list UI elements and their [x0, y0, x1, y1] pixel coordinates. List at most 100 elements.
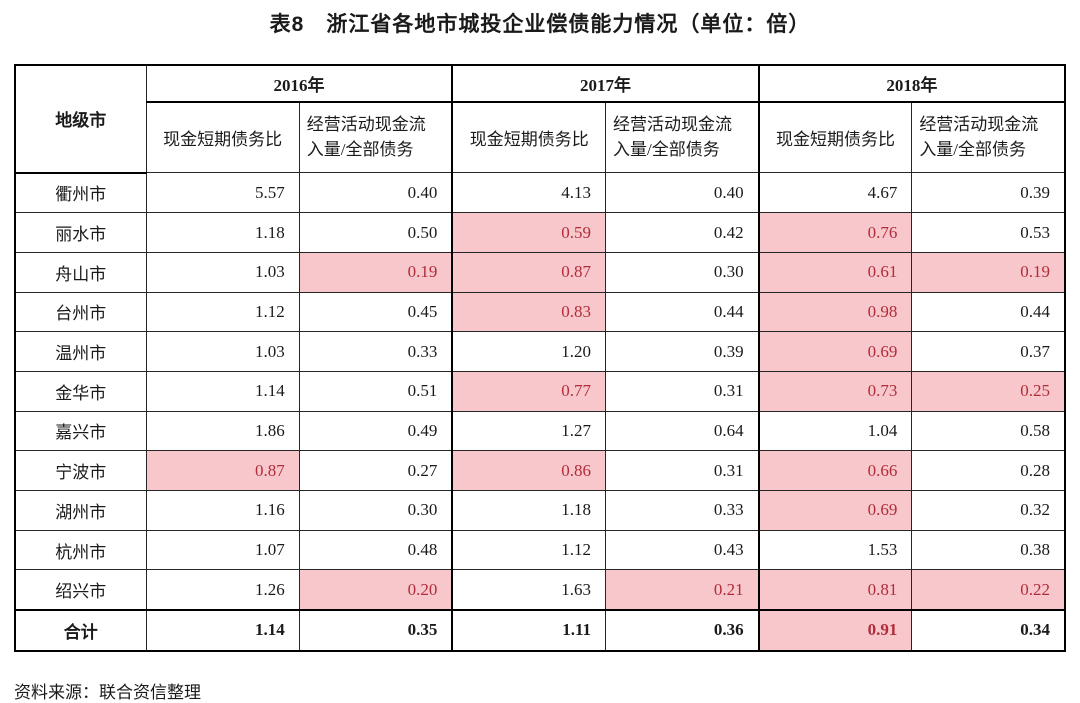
value-cell: 0.28 [911, 450, 1066, 491]
value-cell: 0.73 [757, 370, 913, 412]
sub-header-op-cashflow-2017: 经营活动现金流入量/全部债务 [605, 101, 760, 173]
city-cell: 绍兴市 [14, 569, 147, 611]
year-header-row: 地级市 2016年 2017年 2018年 [14, 64, 1066, 174]
value-cell: 1.27 [451, 410, 607, 452]
value-cell: 1.11 [451, 609, 607, 652]
year-header-2017: 2017年 [451, 64, 760, 103]
city-cell: 丽水市 [14, 212, 147, 253]
value-cell: 1.14 [145, 370, 300, 412]
value-cell: 0.61 [757, 251, 913, 293]
city-cell: 嘉兴市 [14, 410, 147, 452]
value-cell: 1.03 [145, 251, 300, 293]
value-cell: 0.40 [605, 171, 760, 214]
value-cell: 1.12 [451, 529, 607, 571]
table-row: 金华市 1.14 0.51 0.77 0.31 0.73 0.25 [14, 370, 1066, 412]
value-cell: 5.57 [145, 171, 300, 214]
value-cell: 0.51 [298, 370, 453, 412]
value-cell: 0.58 [911, 410, 1066, 452]
value-cell: 1.14 [145, 609, 300, 652]
table-row: 舟山市 1.03 0.19 0.87 0.30 0.61 0.19 [14, 251, 1066, 293]
table-title: 表8 浙江省各地市城投企业偿债能力情况（单位：倍） [269, 13, 811, 36]
value-cell: 0.69 [757, 490, 913, 531]
city-cell: 金华市 [14, 370, 147, 412]
table-row: 温州市 1.03 0.33 1.20 0.39 0.69 0.37 [14, 331, 1066, 372]
value-cell: 1.18 [145, 212, 300, 253]
value-cell: 1.12 [145, 291, 300, 333]
value-cell: 1.63 [451, 569, 607, 611]
table-row: 宁波市 0.87 0.27 0.86 0.31 0.66 0.28 [14, 450, 1066, 491]
city-cell: 温州市 [14, 331, 147, 372]
table-row: 台州市 1.12 0.45 0.83 0.44 0.98 0.44 [14, 291, 1066, 333]
table-row: 衢州市 5.57 0.40 4.13 0.40 4.67 0.39 [14, 171, 1066, 214]
value-cell: 0.36 [605, 609, 760, 652]
value-cell: 4.67 [757, 171, 913, 214]
city-cell: 舟山市 [14, 251, 147, 293]
corner-header-city: 地级市 [14, 64, 147, 174]
value-cell: 1.86 [145, 410, 300, 452]
value-cell: 0.42 [605, 212, 760, 253]
value-cell: 0.39 [911, 171, 1066, 214]
value-cell: 0.39 [605, 331, 760, 372]
value-cell: 0.19 [298, 251, 453, 293]
table-row: 杭州市 1.07 0.48 1.12 0.43 1.53 0.38 [14, 529, 1066, 571]
sub-header-op-cashflow-2016: 经营活动现金流入量/全部债务 [298, 101, 453, 173]
value-cell: 0.66 [757, 450, 913, 491]
value-cell: 0.98 [757, 291, 913, 333]
value-cell: 0.25 [911, 370, 1066, 412]
year-header-2018: 2018年 [757, 64, 1066, 103]
value-cell: 1.53 [757, 529, 913, 571]
value-cell: 1.16 [145, 490, 300, 531]
value-cell: 0.31 [605, 450, 760, 491]
value-cell: 0.86 [451, 450, 607, 491]
source-note: 资料来源：联合资信整理 [14, 682, 201, 702]
value-cell: 0.48 [298, 529, 453, 571]
value-cell: 0.44 [605, 291, 760, 333]
total-row: 合计 1.14 0.35 1.11 0.36 0.91 0.34 [14, 609, 1066, 652]
value-cell: 0.20 [298, 569, 453, 611]
value-cell: 0.64 [605, 410, 760, 452]
value-cell: 0.22 [911, 569, 1066, 611]
city-cell: 台州市 [14, 291, 147, 333]
table-header: 地级市 2016年 2017年 2018年 现金短期债务比 经营活动现金流入量/… [14, 64, 1066, 174]
value-cell: 0.50 [298, 212, 453, 253]
value-cell: 4.13 [451, 171, 607, 214]
value-cell: 0.33 [298, 331, 453, 372]
value-cell: 0.76 [757, 212, 913, 253]
table-row: 绍兴市 1.26 0.20 1.63 0.21 0.81 0.22 [14, 569, 1066, 611]
value-cell: 0.37 [911, 331, 1066, 372]
value-cell: 1.20 [451, 331, 607, 372]
value-cell: 0.30 [298, 490, 453, 531]
value-cell: 0.69 [757, 331, 913, 372]
sub-header-cash-ratio-2018: 现金短期债务比 [757, 101, 913, 173]
value-cell: 1.18 [451, 490, 607, 531]
value-cell: 0.35 [298, 609, 453, 652]
value-cell: 0.21 [605, 569, 760, 611]
debt-capacity-table: 地级市 2016年 2017年 2018年 现金短期债务比 经营活动现金流入量/… [14, 64, 1066, 652]
value-cell: 0.49 [298, 410, 453, 452]
value-cell: 1.07 [145, 529, 300, 571]
value-cell: 0.91 [757, 609, 913, 652]
value-cell: 1.26 [145, 569, 300, 611]
sub-header-op-cashflow-2018: 经营活动现金流入量/全部债务 [911, 101, 1066, 173]
value-cell: 0.53 [911, 212, 1066, 253]
value-cell: 0.77 [451, 370, 607, 412]
value-cell: 0.44 [911, 291, 1066, 333]
value-cell: 0.19 [911, 251, 1066, 293]
value-cell: 0.40 [298, 171, 453, 214]
value-cell: 0.87 [145, 450, 300, 491]
sub-header-cash-ratio-2016: 现金短期债务比 [145, 101, 300, 173]
value-cell: 0.38 [911, 529, 1066, 571]
table-row: 丽水市 1.18 0.50 0.59 0.42 0.76 0.53 [14, 212, 1066, 253]
value-cell: 0.83 [451, 291, 607, 333]
year-header-2016: 2016年 [145, 64, 453, 103]
value-cell: 0.31 [605, 370, 760, 412]
value-cell: 0.32 [911, 490, 1066, 531]
sub-header-row: 现金短期债务比 经营活动现金流入量/全部债务 现金短期债务比 经营活动现金流入量… [15, 101, 1066, 173]
value-cell: 0.34 [911, 609, 1066, 652]
value-cell: 0.45 [298, 291, 453, 333]
table-row: 嘉兴市 1.86 0.49 1.27 0.64 1.04 0.58 [14, 410, 1066, 452]
table-body: 衢州市 5.57 0.40 4.13 0.40 4.67 0.39 丽水市 1.18 0.50 0.… [14, 171, 1066, 652]
value-cell: 1.03 [145, 331, 300, 372]
value-cell: 0.43 [605, 529, 760, 571]
value-cell: 0.27 [298, 450, 453, 491]
